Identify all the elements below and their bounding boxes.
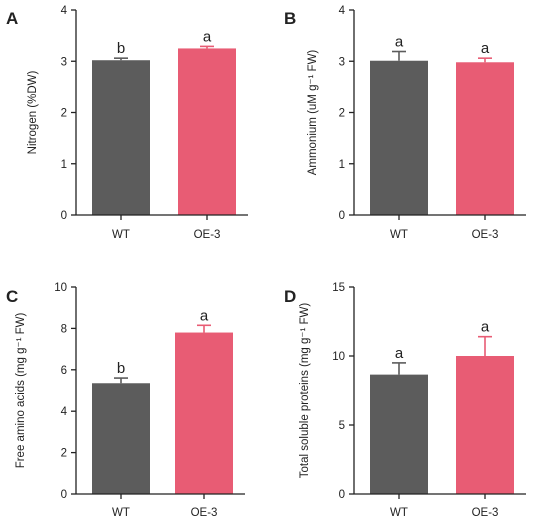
significance-label: b [117, 40, 125, 57]
panel-letter: B [284, 9, 296, 28]
significance-label: a [200, 307, 209, 324]
x-category-label: WT [390, 229, 408, 241]
y-tick-label: 0 [61, 489, 67, 501]
y-axis-title: Total soluble proteins (mg g⁻¹ FW) [299, 303, 311, 479]
significance-label: a [395, 34, 404, 51]
significance-label: a [481, 319, 490, 336]
significance-label: a [203, 28, 212, 45]
y-tick-label: 0 [61, 210, 67, 222]
bar-oe-3 [178, 48, 236, 215]
y-axis-title: Ammonium (uM g⁻¹ FW) [307, 50, 319, 176]
bar-wt [92, 60, 150, 215]
y-tick-label: 2 [61, 448, 67, 460]
y-tick-label: 3 [61, 56, 67, 68]
y-tick-label: 15 [332, 282, 345, 294]
y-tick-label: 10 [332, 351, 345, 363]
y-tick-label: 8 [61, 323, 67, 335]
x-category-label: WT [112, 507, 130, 519]
y-tick-label: 2 [61, 108, 67, 120]
y-tick-label: 10 [54, 282, 67, 294]
y-tick-label: 3 [339, 56, 345, 68]
y-tick-label: 4 [61, 406, 68, 418]
y-tick-label: 1 [61, 159, 67, 171]
y-tick-label: 0 [339, 489, 345, 501]
bar-wt [370, 374, 428, 494]
panel-letter: D [284, 287, 296, 306]
y-tick-label: 4 [61, 5, 68, 17]
x-category-label: OE-3 [472, 229, 499, 241]
x-category-label: OE-3 [472, 507, 499, 519]
significance-label: a [481, 40, 490, 57]
bar-wt [370, 60, 428, 215]
y-tick-label: 5 [339, 420, 345, 432]
panel-letter: A [6, 9, 18, 28]
y-tick-label: 6 [61, 365, 67, 377]
x-category-label: OE-3 [194, 229, 221, 241]
panel-letter: C [6, 287, 18, 306]
y-tick-label: 4 [339, 5, 346, 17]
y-tick-label: 2 [339, 108, 345, 120]
x-category-label: WT [112, 229, 130, 241]
y-tick-label: 1 [339, 159, 345, 171]
x-category-label: WT [390, 507, 408, 519]
x-category-label: OE-3 [191, 507, 218, 519]
y-tick-label: 0 [339, 210, 345, 222]
significance-label: b [117, 360, 125, 377]
bar-oe-3 [456, 62, 514, 216]
y-axis-title: Nitrogen (%DW) [27, 70, 39, 154]
bar-oe-3 [456, 356, 514, 494]
y-axis-title: Free amino acids (mg g⁻¹ FW) [15, 313, 27, 469]
significance-label: a [395, 345, 404, 362]
bar-wt [92, 383, 150, 494]
bar-oe-3 [175, 332, 233, 494]
